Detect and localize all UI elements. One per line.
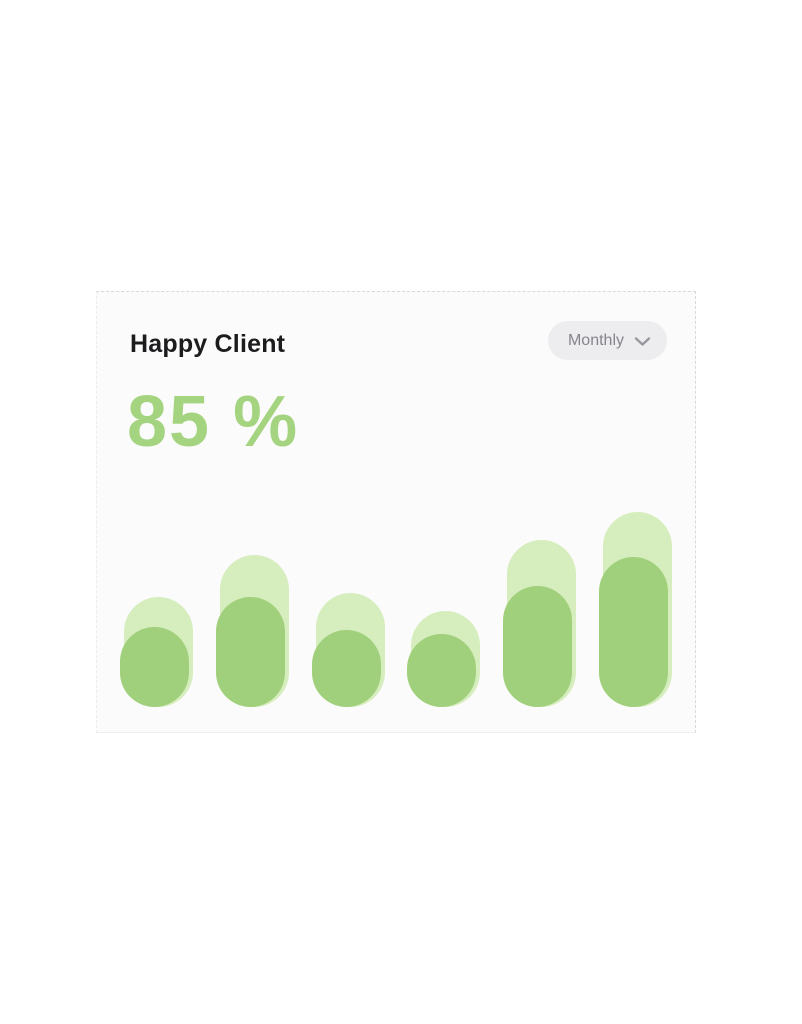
bar-group-5 [503,540,577,707]
period-dropdown-label: Monthly [567,331,624,349]
card-title: Happy Client [130,330,286,358]
bar-value-pill [407,634,477,707]
bar-group-4 [407,611,481,707]
bar-value-pill [120,627,189,707]
bar-value-pill [311,630,381,707]
bar-value-pill [503,586,573,707]
chevron-down-icon [634,336,651,347]
bar-group-3 [311,593,385,707]
period-dropdown-button[interactable]: Monthly [547,321,667,360]
bar-group-2 [215,555,289,707]
headline-percentage: 85 % [127,382,300,462]
happy-client-bar-chart [120,512,672,707]
bar-value-pill [598,557,668,707]
bar-value-pill [215,597,285,707]
happy-client-card: Happy Client Monthly 85 % [96,291,696,733]
bar-group-1 [120,597,193,707]
bar-group-6 [598,512,672,707]
